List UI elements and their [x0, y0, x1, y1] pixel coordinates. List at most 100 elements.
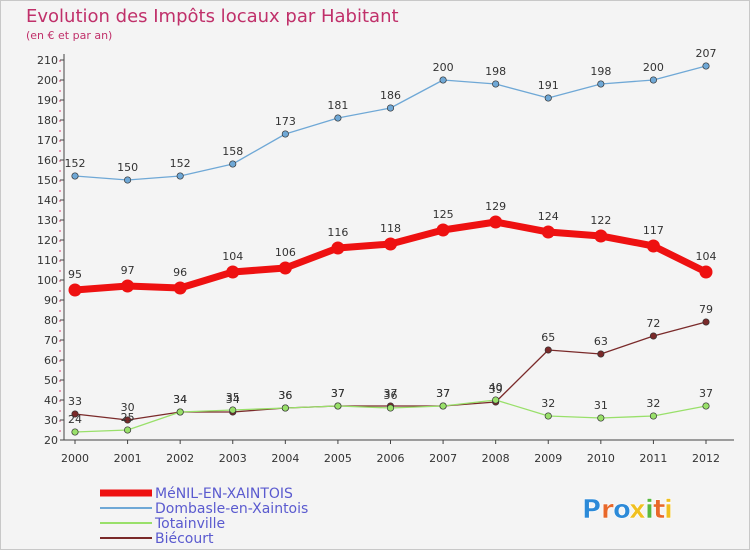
chart-title: Evolution des Impôts locaux par Habitant — [26, 6, 399, 27]
data-point — [439, 76, 447, 84]
data-label: 150 — [117, 161, 138, 174]
data-point — [384, 237, 397, 251]
data-label: 65 — [541, 331, 555, 344]
y-tick-label: 180 — [37, 114, 58, 127]
data-point — [331, 241, 345, 255]
data-point — [229, 160, 237, 168]
data-point — [334, 402, 342, 410]
x-tick-label: 2000 — [61, 452, 89, 465]
x-tick-label: 2010 — [587, 452, 615, 465]
logo-letter: x — [629, 495, 646, 525]
x-tick-label: 2001 — [114, 452, 142, 465]
x-tick-label: 2003 — [219, 452, 247, 465]
data-label: 72 — [646, 317, 660, 330]
data-point — [176, 408, 184, 416]
data-label: 125 — [433, 208, 454, 221]
data-label: 79 — [699, 303, 713, 316]
logo-letter: i — [645, 495, 654, 525]
data-point — [699, 265, 713, 279]
x-tick-label: 2012 — [692, 452, 720, 465]
data-label: 35 — [226, 391, 240, 404]
data-label: 186 — [380, 89, 401, 102]
data-point — [124, 426, 132, 434]
data-label: 37 — [436, 387, 450, 400]
data-point — [71, 172, 79, 180]
data-point — [386, 404, 395, 412]
data-label: 200 — [433, 61, 454, 74]
data-label: 37 — [384, 387, 398, 400]
data-point — [121, 279, 135, 293]
data-label: 116 — [327, 226, 348, 239]
axes: 20 30 40 50 60 70 80 90 100 110 120 130 140 150 160 170… — [37, 54, 734, 465]
y-tick-label: 150 — [37, 174, 58, 187]
data-point — [492, 80, 500, 88]
series-0: 95 97 96 104 106 116 118 125 129 124 122 117 104 — [68, 200, 717, 297]
y-tick-label: 30 — [44, 414, 58, 427]
x-tick-label: 2008 — [482, 452, 510, 465]
y-tick-label: 40 — [44, 394, 58, 407]
data-point — [173, 281, 187, 295]
data-label: 200 — [643, 61, 664, 74]
data-label: 191 — [538, 79, 559, 92]
y-tick-label: 80 — [44, 314, 58, 327]
y-tick-label: 120 — [37, 234, 58, 247]
y-tick-label: 170 — [37, 134, 58, 147]
data-point — [124, 416, 132, 424]
data-label: 40 — [489, 381, 503, 394]
x-tick-label: 2002 — [166, 452, 194, 465]
data-label: 37 — [436, 387, 450, 400]
y-tick-label: 100 — [37, 274, 58, 287]
plot-area: 152 150 152 158 173 181 186 200 198 191 198 200 207 3… — [65, 47, 717, 436]
legend-label: Dombasle-en-Xaintois — [155, 501, 308, 517]
data-label: 173 — [275, 115, 296, 128]
data-label: 36 — [278, 389, 292, 402]
data-label: 122 — [590, 214, 611, 227]
data-label: 124 — [538, 210, 559, 223]
data-label: 32 — [541, 397, 555, 410]
data-label: 25 — [121, 411, 135, 424]
data-point — [71, 410, 79, 418]
legend-label: MéNIL-EN-XAINTOIS — [155, 486, 293, 502]
data-label: 37 — [331, 387, 345, 400]
logo-letter: o — [613, 495, 631, 525]
logo-letter: t — [653, 495, 665, 525]
data-label: 152 — [65, 157, 86, 170]
logo-letter: r — [601, 495, 614, 525]
y-tick-label: 130 — [37, 214, 58, 227]
data-point — [386, 104, 395, 112]
data-label: 31 — [594, 399, 608, 412]
data-point — [544, 94, 552, 102]
legend-label: Biécourt — [155, 531, 214, 547]
data-label: 104 — [696, 250, 717, 263]
data-label: 36 — [278, 389, 292, 402]
data-label: 152 — [170, 157, 191, 170]
data-label: 37 — [331, 387, 345, 400]
data-point — [597, 350, 605, 358]
data-point — [702, 318, 710, 326]
y-tick-label: 90 — [44, 294, 58, 307]
y-tick-label: 60 — [44, 354, 58, 367]
data-point — [281, 130, 289, 138]
data-label: 34 — [173, 393, 187, 406]
data-point — [439, 402, 447, 410]
legend-label: Totainville — [154, 516, 225, 532]
x-tick-label: 2005 — [324, 452, 352, 465]
y-tick-label: 160 — [37, 154, 58, 167]
data-point — [176, 172, 184, 180]
data-label: 95 — [68, 268, 82, 281]
logo-letter: P — [582, 495, 601, 525]
data-point — [597, 80, 605, 88]
y-tick-label: 210 — [37, 54, 58, 67]
data-label: 158 — [222, 145, 243, 158]
x-tick-label: 2009 — [534, 452, 562, 465]
x-tick-label: 2007 — [429, 452, 457, 465]
data-label: 181 — [327, 99, 348, 112]
y-tick-label: 140 — [37, 194, 58, 207]
y-tick-label: 190 — [37, 94, 58, 107]
data-label: 207 — [696, 47, 717, 60]
data-point — [492, 396, 500, 404]
data-point — [702, 402, 710, 410]
data-label: 198 — [485, 65, 506, 78]
